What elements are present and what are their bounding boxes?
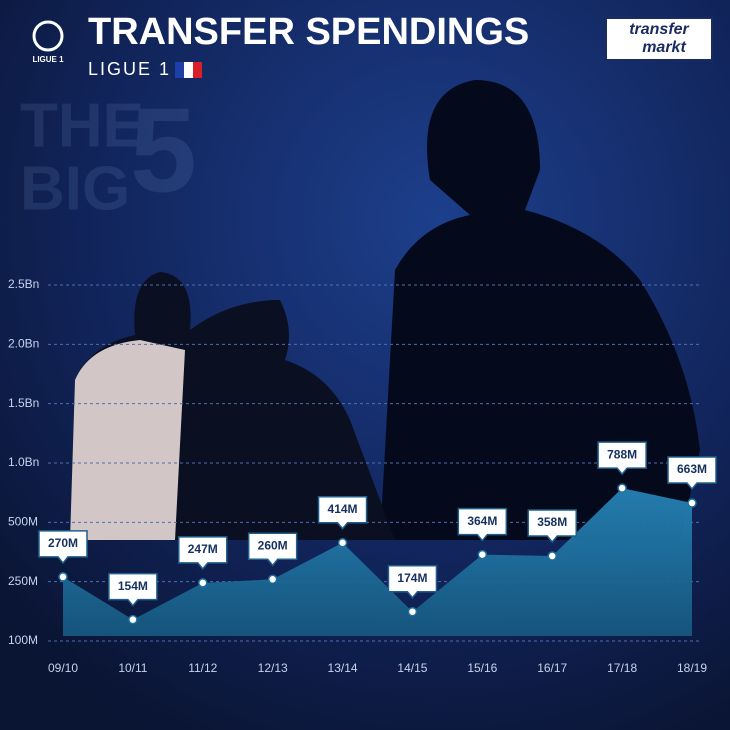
source-logo: markt [642, 39, 686, 56]
chart-title: TRANSFER SPENDINGS [88, 11, 529, 53]
value-label-text: 364M [467, 514, 497, 528]
value-label-text: 414M [328, 502, 358, 516]
data-point [547, 551, 557, 561]
value-label: 154M [108, 572, 158, 607]
value-label: 270M [38, 530, 88, 565]
data-point [407, 606, 418, 617]
value-label-box [457, 507, 508, 542]
x-tick-label: 09/10 [48, 661, 78, 675]
data-point [337, 537, 348, 548]
y-tick-label: 250M [8, 574, 38, 588]
value-label: 414M [317, 495, 368, 530]
chart-subtitle: LIGUE 1 [88, 59, 171, 79]
value-label-box [108, 572, 158, 607]
value-label-text: 154M [118, 579, 148, 593]
value-label-text: 247M [188, 542, 218, 556]
flag-stripe [175, 62, 184, 78]
photo-silhouettes [70, 80, 700, 540]
data-point [198, 578, 208, 588]
x-tick-label: 10/11 [118, 661, 147, 675]
watermark-text: THE [20, 91, 144, 160]
value-label: 247M [178, 536, 228, 571]
data-point [687, 498, 697, 508]
y-tick-label: 500M [8, 515, 38, 529]
flag-stripe [193, 62, 202, 78]
y-tick-label: 1.5Bn [8, 396, 39, 410]
jersey [70, 340, 185, 540]
y-tick-label: 2.0Bn [8, 337, 39, 351]
x-tick-label: 12/13 [258, 661, 288, 675]
x-tick-label: 16/17 [537, 661, 567, 675]
value-label-text: 358M [537, 515, 567, 529]
league-logo-mark [32, 20, 64, 52]
x-tick-label: 18/19 [677, 661, 707, 675]
source-logo: transfer [629, 21, 689, 38]
x-tick-label: 14/15 [397, 661, 427, 675]
value-label-text: 260M [258, 538, 288, 552]
x-tick-label: 13/14 [328, 661, 358, 675]
league-logo: LIGUE 1 [32, 55, 64, 64]
data-point [477, 549, 488, 560]
area [63, 488, 692, 636]
value-label-box [527, 509, 577, 544]
data-point [58, 572, 68, 582]
value-label-text: 174M [397, 571, 427, 585]
value-label: 663M [667, 456, 717, 491]
value-label-box [317, 495, 368, 530]
y-tick-label: 100M [8, 633, 38, 647]
value-label-box [38, 530, 88, 565]
value-label: 260M [247, 532, 298, 567]
flag-stripe [184, 62, 193, 78]
y-tick-label: 1.0Bn [8, 455, 39, 469]
value-label-box [178, 536, 228, 571]
x-tick-label: 11/12 [188, 661, 217, 675]
value-label-box [247, 532, 298, 567]
data-point [128, 614, 138, 625]
value-label-text: 788M [607, 447, 637, 461]
value-label: 174M [387, 564, 438, 599]
value-label: 788M [597, 441, 647, 476]
value-label: 364M [457, 507, 508, 542]
watermark-text: BIG [20, 154, 130, 223]
flag [175, 62, 202, 78]
value-label: 358M [527, 509, 577, 544]
watermark-text: 5 [130, 84, 197, 218]
value-label-text: 270M [48, 536, 78, 550]
x-tick-label: 17/18 [607, 661, 637, 675]
data-point [617, 483, 627, 493]
watermark: THE BIG 5 [20, 84, 197, 224]
value-label-text: 663M [677, 462, 707, 476]
x-tick-label: 15/16 [467, 661, 497, 675]
value-label-box [667, 456, 717, 491]
value-label-box [597, 441, 647, 476]
data-point [267, 574, 278, 585]
source-logo-box [605, 17, 713, 61]
person-silhouette [380, 80, 700, 540]
y-tick-label: 2.5Bn [8, 277, 39, 291]
value-label-box [387, 564, 438, 599]
